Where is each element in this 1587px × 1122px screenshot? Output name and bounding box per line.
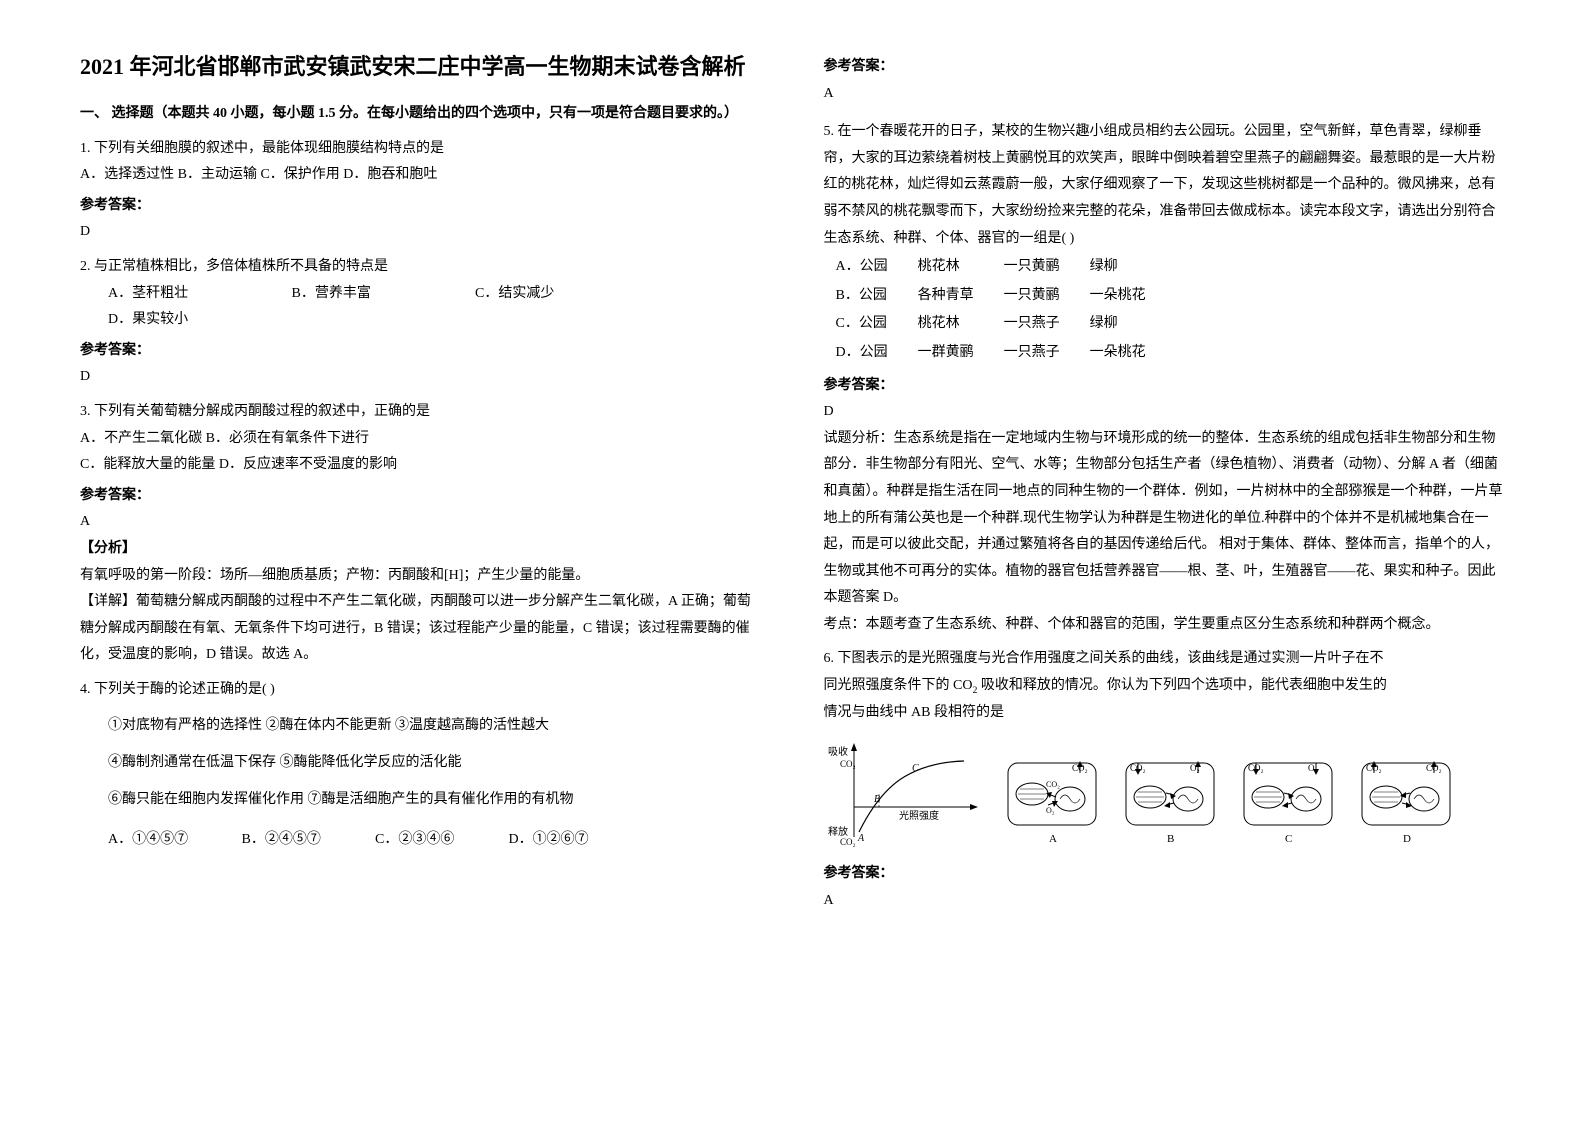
cell-a-o2-mid: O₂ [1046,806,1055,815]
q4-answer-label: 参考答案： [824,54,1508,81]
q6-stem-line2: 同光照强度条件下的 CO2 吸收和释放的情况。你认为下列四个选项中，能代表细胞中… [824,673,1508,700]
q5-b-1: B．公园 [836,283,906,310]
q5-options-table: A．公园 桃花林 一只黄鹂 绿柳 B．公园 各种青草 一只黄鹂 一朵桃花 C．公… [824,252,1176,368]
q5-b-4: 一朵桃花 [1090,283,1164,310]
cell-d-label: D [1403,833,1411,845]
q5-a-3: 一只黄鹂 [1004,254,1078,281]
q3-stem: 3. 下列有关葡萄糖分解成丙酮酸过程的叙述中，正确的是 [80,399,764,426]
q5-a-1: A．公园 [836,254,906,281]
q6-stem-2a: 同光照强度条件下的 CO [824,678,973,693]
q1-stem: 1. 下列有关细胞膜的叙述中，最能体现细胞膜结构特点的是 [80,136,764,163]
right-column: 参考答案： A 5. 在一个春暖花开的日子，某校的生物兴趣小组成员相约去公园玩。… [824,50,1508,922]
q5-answer: D [824,399,1508,426]
q5-d-1: D．公园 [836,340,906,367]
question-1: 1. 下列有关细胞膜的叙述中，最能体现细胞膜结构特点的是 A．选择透过性 B．主… [80,136,764,246]
left-column: 2021 年河北省邯郸市武安镇武安宋二庄中学高一生物期末试卷含解析 一、 选择题… [80,50,764,922]
cell-a-label: A [1049,833,1057,845]
q4-line1: ①对底物有严格的选择性 ②酶在体内不能更新 ③温度越高酶的活性越大 [80,713,764,740]
q1-answer: D [80,219,764,246]
q5-fenxi: 试题分析：生态系统是指在一定地域内生物与环境形成的统一的整体．生态系统的组成包括… [824,426,1508,612]
q6-stem-line3: 情况与曲线中 AB 段相符的是 [824,700,1508,727]
cell-option-b: CO₂ O₂ B [1120,757,1220,847]
q3-options-line2: C．能释放大量的能量 D．反应速率不受温度的影响 [80,452,764,479]
cell-b-label: B [1167,833,1174,845]
chart-y-mol2: CO₂ [840,837,856,847]
q6-answer-label: 参考答案： [824,861,1508,888]
q5-d-2: 一群黄鹂 [918,340,992,367]
q4-stem: 4. 下列关于酶的论述正确的是( ) [80,677,764,704]
q6-answer: A [824,888,1508,915]
q3-fenxi-label: 【分析】 [80,536,764,563]
q4-opt-a: A．①④⑤⑦ [108,827,238,854]
q4-options: A．①④⑤⑦ B．②④⑤⑦ C．②③④⑥ D．①②⑥⑦ [80,827,764,854]
q3-fenxi: 有氧呼吸的第一阶段：场所—细胞质基质；产物：丙酮酸和[H]；产生少量的能量。 [80,563,764,590]
q1-answer-label: 参考答案： [80,193,764,220]
q5-b-3: 一只黄鹂 [1004,283,1078,310]
q5-c-1: C．公园 [836,311,906,338]
q3-detail: 【详解】葡萄糖分解成丙酮酸的过程中不产生二氧化碳，丙酮酸可以进一步分解产生二氧化… [80,589,764,669]
cell-option-a: CO₂ CO₂ O₂ A [1002,757,1102,847]
q5-c-4: 绿柳 [1090,311,1164,338]
q2-stem: 2. 与正常植株相比，多倍体植株所不具备的特点是 [80,254,764,281]
q5-kaodian: 考点：本题考查了生态系统、种群、个体和器官的范围，学生要重点区分生态系统和种群两… [824,612,1508,639]
q1-options: A．选择透过性 B．主动运输 C．保护作用 D．胞吞和胞吐 [80,162,764,189]
q5-d-3: 一只燕子 [1004,340,1078,367]
cell-a-co2-mid: CO₂ [1046,780,1060,789]
q6-figure-row: 吸收 CO₂ 释放 CO₂ 光照强度 A B C CO₂ [824,737,1508,847]
q2-answer-label: 参考答案： [80,338,764,365]
q5-b-2: 各种青草 [918,283,992,310]
section-1-header: 一、 选择题（本题共 40 小题，每小题 1.5 分。在每小题给出的四个选项中，… [80,101,764,128]
q2-options-row1: A．茎秆粗壮 B．营养丰富 C．结实减少 [80,281,764,308]
q4-line2: ④酶制剂通常在低温下保存 ⑤酶能降低化学反应的活化能 [80,750,764,777]
q2-options-row2: D．果实较小 [80,307,764,334]
q4-opt-d: D．①②⑥⑦ [509,832,589,847]
question-4: 4. 下列关于酶的论述正确的是( ) ①对底物有严格的选择性 ②酶在体内不能更新… [80,677,764,854]
q2-opt-c: C．结实减少 [475,286,554,301]
q5-stem: 5. 在一个春暖花开的日子，某校的生物兴趣小组成员相约去公园玩。公园里，空气新鲜… [824,119,1508,252]
q2-answer: D [80,364,764,391]
chart-y-mol1: CO₂ [840,759,856,769]
q5-answer-label: 参考答案： [824,373,1508,400]
chart-pt-b: B [874,794,880,805]
cell-option-c: CO₂ O₂ C [1238,757,1338,847]
question-6: 6. 下图表示的是光照强度与光合作用强度之间关系的曲线，该曲线是通过实测一片叶子… [824,646,1508,914]
q3-answer: A [80,509,764,536]
q5-c-2: 桃花林 [918,311,992,338]
q5-a-4: 绿柳 [1090,254,1164,281]
q6-stem-line1: 6. 下图表示的是光照强度与光合作用强度之间关系的曲线，该曲线是通过实测一片叶子… [824,646,1508,673]
chart-x-label: 光照强度 [899,809,939,822]
q3-answer-label: 参考答案： [80,483,764,510]
q4-opt-b: B．②④⑤⑦ [242,827,372,854]
chart-pt-a: A [857,833,865,844]
q4-answer: A [824,81,1508,108]
light-intensity-chart: 吸收 CO₂ 释放 CO₂ 光照强度 A B C [824,737,984,847]
question-3: 3. 下列有关葡萄糖分解成丙酮酸过程的叙述中，正确的是 A．不产生二氧化碳 B．… [80,399,764,669]
chart-y-top: 吸收 [828,745,848,758]
exam-title: 2021 年河北省邯郸市武安镇武安宋二庄中学高一生物期末试卷含解析 [80,50,764,83]
q4-opt-c: C．②③④⑥ [375,827,505,854]
q5-d-4: 一朵桃花 [1090,340,1164,367]
q6-stem-2b: 吸收和释放的情况。你认为下列四个选项中，能代表细胞中发生的 [977,678,1387,693]
question-5: 5. 在一个春暖花开的日子，某校的生物兴趣小组成员相约去公园玩。公园里，空气新鲜… [824,119,1508,638]
q5-c-3: 一只燕子 [1004,311,1078,338]
cell-c-label: C [1285,833,1292,845]
q2-opt-b: B．营养丰富 [292,281,472,308]
cell-option-d: CO₂ CO₂ D [1356,757,1456,847]
q3-options-line1: A．不产生二氧化碳 B．必须在有氧条件下进行 [80,426,764,453]
chart-pt-c: C [912,763,919,774]
question-2: 2. 与正常植株相比，多倍体植株所不具备的特点是 A．茎秆粗壮 B．营养丰富 C… [80,254,764,391]
q2-opt-d: D．果实较小 [108,312,188,327]
q4-line3: ⑥酶只能在细胞内发挥催化作用 ⑦酶是活细胞产生的具有催化作用的有机物 [80,787,764,814]
q2-opt-a: A．茎秆粗壮 [108,281,288,308]
q5-a-2: 桃花林 [918,254,992,281]
